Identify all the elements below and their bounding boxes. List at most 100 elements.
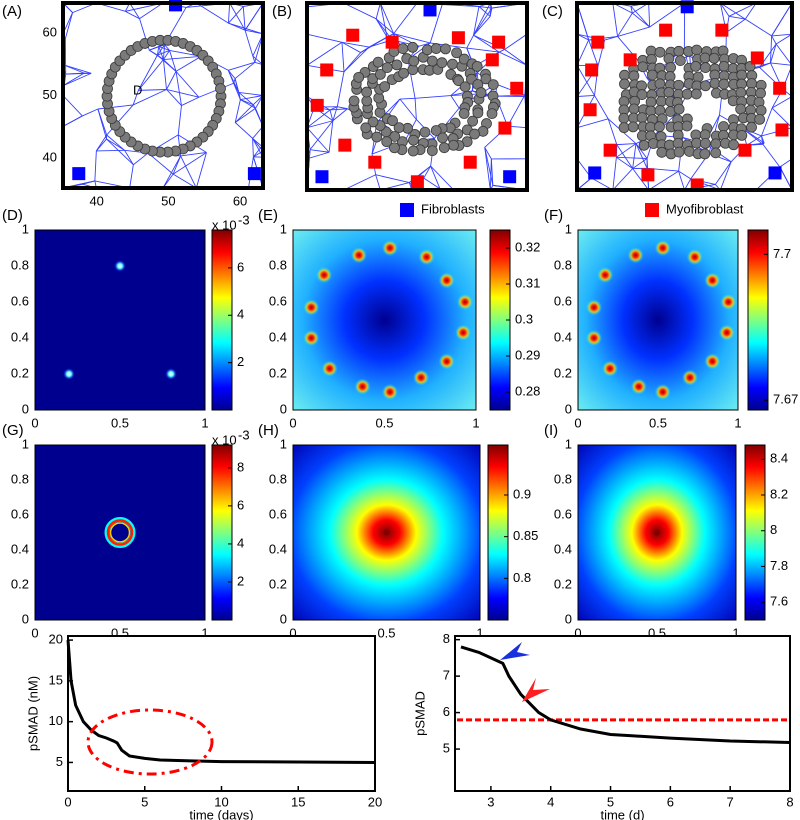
- panel-frame: [34, 229, 206, 411]
- x-tick-label: 6: [667, 794, 674, 809]
- mesh-edge: [228, 6, 244, 24]
- mesh-edge: [498, 51, 527, 66]
- cell: [672, 137, 684, 149]
- cell: [690, 88, 702, 100]
- cell: [755, 105, 767, 116]
- mesh-edge: [761, 107, 773, 137]
- mesh-edge: [133, 152, 149, 166]
- x-tick-label: 0: [574, 625, 581, 640]
- mesh-edge: [616, 143, 637, 158]
- mesh-edge: [157, 46, 160, 56]
- cell: [353, 71, 365, 83]
- hot-spot: [654, 240, 671, 256]
- panel-label: (B): [272, 3, 292, 20]
- y-tick-label: 0.8: [554, 257, 572, 272]
- mesh-edge: [196, 3, 229, 24]
- mesh-edge: [775, 43, 792, 66]
- colorbar-tick-label: 0.28: [515, 383, 540, 398]
- cell: [379, 81, 391, 92]
- fibroblast: [768, 166, 782, 180]
- mesh-edge: [227, 70, 240, 93]
- colorbar-tick-label: 8.2: [770, 486, 788, 501]
- cell: [619, 78, 630, 90]
- x-tick-label: 0: [64, 794, 71, 809]
- y-tick-label: 0.4: [269, 329, 287, 344]
- mesh-edge: [429, 4, 443, 44]
- mesh-edge: [172, 152, 207, 175]
- mesh-edge: [577, 177, 592, 190]
- mesh-edge: [157, 50, 170, 56]
- mesh-edge: [97, 104, 134, 110]
- cell: [673, 45, 685, 57]
- mesh-edge: [591, 177, 614, 190]
- mesh-edge: [379, 3, 395, 34]
- myofibroblast: [485, 53, 499, 67]
- y-tick-label: 0: [22, 611, 29, 626]
- cell: [654, 121, 665, 133]
- y-tick-label: 5: [443, 740, 450, 755]
- mesh-edge: [244, 30, 254, 57]
- cell: [699, 137, 711, 149]
- mesh-edge: [238, 92, 254, 106]
- mesh-edge: [761, 135, 765, 144]
- cell: [636, 112, 648, 124]
- colorbar-tick-label: 4: [237, 535, 244, 550]
- panel-frame: [577, 229, 739, 411]
- cell: [638, 139, 650, 151]
- plot-frame: [67, 635, 376, 792]
- mesh-edge: [166, 89, 182, 106]
- cell: [480, 73, 492, 85]
- mesh-edge: [175, 71, 182, 106]
- mesh-edge: [484, 147, 494, 186]
- cell: [472, 107, 484, 119]
- mesh-edge: [466, 47, 500, 53]
- mesh-edge: [473, 7, 493, 36]
- colorbar-tick-label: 0.9: [513, 486, 531, 501]
- mesh-edge: [329, 106, 338, 111]
- mesh-edge: [65, 72, 85, 75]
- mesh-edge: [771, 3, 792, 37]
- fibroblast: [247, 167, 261, 181]
- panel-frame: [575, 1, 794, 192]
- mesh-edge: [504, 49, 527, 66]
- mesh-edge: [309, 120, 334, 150]
- x-tick-label: 1: [734, 415, 741, 430]
- myofibroblast: [659, 23, 673, 37]
- mesh-edge: [430, 165, 454, 190]
- mesh-edge: [149, 44, 165, 51]
- cell: [407, 41, 419, 53]
- panel-label: (C): [542, 3, 563, 20]
- hot-spot: [354, 378, 371, 395]
- mesh-edge: [234, 107, 256, 123]
- cell: [426, 55, 438, 67]
- mesh-edge: [415, 95, 451, 99]
- hot-spot: [165, 368, 177, 380]
- cell: [487, 79, 499, 90]
- mesh-edge: [594, 95, 609, 120]
- y-tick-label: 0.2: [554, 365, 572, 380]
- x-tick-label: 40: [89, 193, 103, 208]
- cell: [699, 148, 711, 160]
- cell: [645, 96, 657, 108]
- annotation: D: [133, 82, 142, 97]
- cell: [438, 142, 450, 154]
- cell: [426, 145, 438, 157]
- hot-spot: [686, 249, 703, 265]
- colorbar-tick-label: 0.29: [515, 347, 540, 362]
- heatmap: [35, 445, 205, 620]
- mesh-edge: [648, 3, 651, 28]
- cell: [471, 60, 483, 72]
- colorbar-tick-label: 7.6: [770, 594, 788, 609]
- cell: [447, 58, 458, 70]
- myofibroblast: [715, 23, 729, 37]
- mesh-edge: [484, 147, 492, 160]
- plot-frame: [454, 635, 791, 792]
- myofibroblast: [320, 63, 334, 77]
- mesh-edge: [341, 42, 345, 72]
- mesh-edge: [726, 18, 746, 33]
- x-axis-label: time (d): [600, 807, 644, 820]
- mesh-edge: [158, 46, 164, 60]
- cell: [360, 122, 372, 134]
- mesh-edge: [771, 107, 792, 128]
- y-tick-label: 5: [56, 754, 63, 769]
